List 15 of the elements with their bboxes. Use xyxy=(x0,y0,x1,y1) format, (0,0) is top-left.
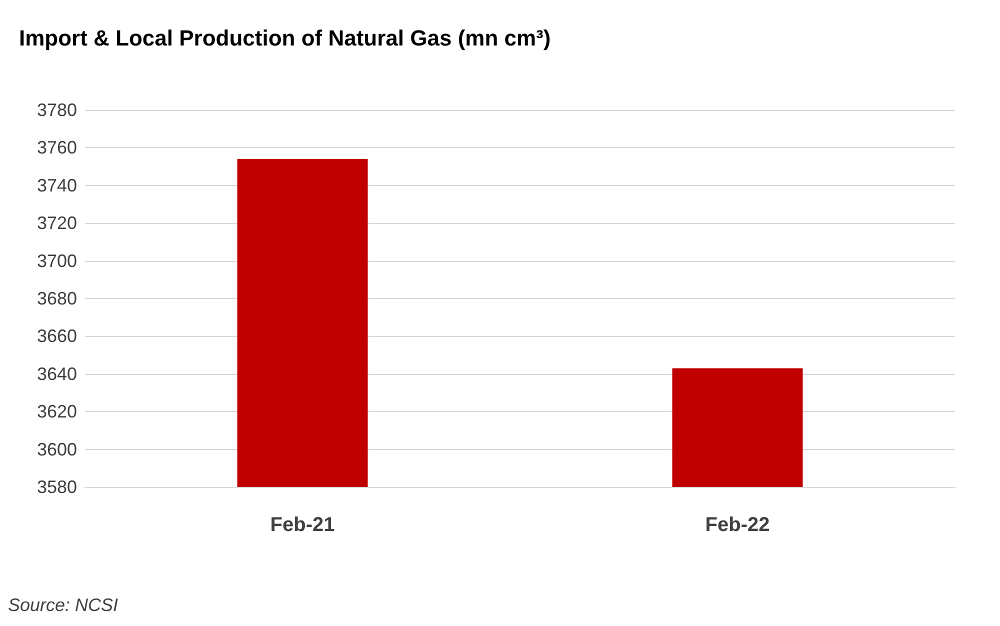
y-tick-label: 3720 xyxy=(36,213,77,234)
y-tick-label: 3700 xyxy=(36,250,77,271)
x-tick-label: Feb-22 xyxy=(705,514,770,536)
y-tick-label: 3640 xyxy=(36,364,77,384)
chart-title: Import & Local Production of Natural Gas (mn cm³) xyxy=(19,26,551,50)
y-tick-label: 3620 xyxy=(36,402,77,422)
y-tick-label: 3760 xyxy=(36,138,77,158)
y-tick-label: 3780 xyxy=(36,100,77,120)
y-tick-label: 3600 xyxy=(36,439,77,460)
y-tick-label: 3580 xyxy=(36,477,77,497)
y-tick-label: 3740 xyxy=(36,175,77,196)
y-tick-label: 3680 xyxy=(36,288,77,308)
y-tick-label: 3660 xyxy=(36,326,77,346)
x-tick-label: Feb-21 xyxy=(270,514,335,536)
source-note: Source: NCSI xyxy=(8,595,118,615)
